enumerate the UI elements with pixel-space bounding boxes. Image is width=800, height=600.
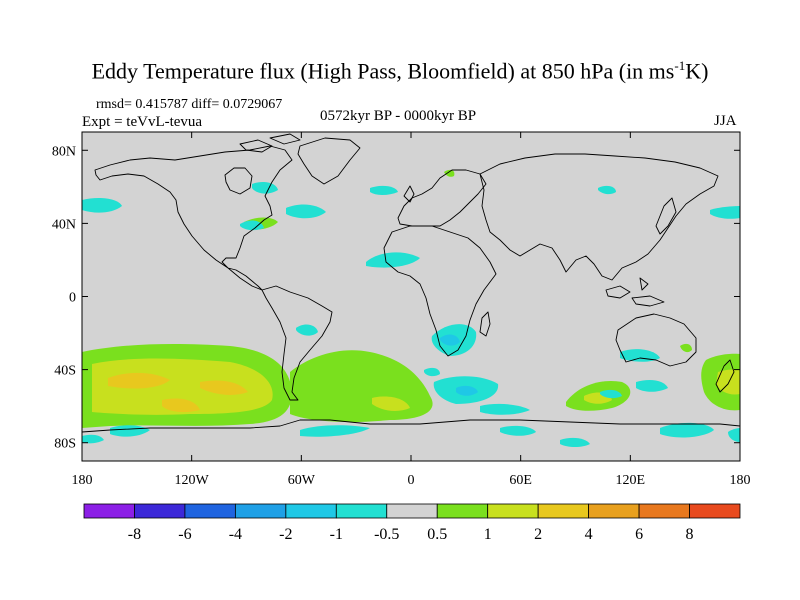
field-cyan-h	[728, 428, 740, 442]
field-orange-3	[162, 398, 200, 413]
colorbar-label: 0.5	[427, 526, 447, 543]
coast-greenland	[297, 137, 361, 185]
field-wa-cyan	[620, 349, 660, 362]
colorbar-swatch	[386, 503, 438, 519]
coast-se-asia-islands	[605, 277, 665, 307]
colorbar-swatch	[134, 503, 186, 519]
coast-arctic-isles	[239, 133, 301, 153]
field-south-pacific-yellow	[92, 358, 273, 415]
field-safrica-blue	[440, 334, 460, 346]
field-cyan-g	[660, 422, 714, 438]
coast-europe	[397, 169, 487, 227]
lon-label: 120E	[616, 473, 646, 488]
field-siberia-cyan	[598, 185, 616, 195]
lon-label: 120W	[175, 473, 210, 488]
lat-label: 40N	[52, 217, 76, 232]
field-sindian-blue	[456, 385, 478, 396]
field-iceland-cyan	[370, 185, 398, 195]
colorbar-label: -0.5	[374, 526, 399, 543]
colorbar-swatch	[285, 503, 337, 519]
field-orange-2	[200, 380, 248, 395]
colorbar: -8 -6 -4 -2 -1 -0.5 0.5 1 2 4 6 8	[83, 503, 741, 543]
colorbar-label: 6	[635, 526, 643, 543]
lat-axis: 80N 40N 0 40S 80S	[52, 144, 740, 452]
colorbar-label: -6	[178, 526, 191, 543]
stats-text: rmsd= 0.415787 diff= 0.0729067	[96, 97, 283, 112]
field-atlantic-yellow	[372, 396, 410, 411]
coastlines	[82, 133, 740, 461]
colorbar-swatch	[83, 503, 135, 519]
colorbar-label: -4	[229, 526, 242, 543]
colorbar-label: 8	[686, 526, 694, 543]
field-tasman-yellow	[716, 369, 740, 395]
field-cyan-i	[560, 437, 590, 447]
lat-label: 80S	[54, 437, 76, 452]
coast-new-zealand	[715, 359, 735, 393]
colorbar-swatch	[638, 503, 690, 519]
colorbar-label: -8	[128, 526, 141, 543]
coast-north-america	[94, 145, 293, 291]
colorbar-swatch	[689, 503, 741, 519]
field-cyan-b	[480, 403, 530, 415]
field-nat-cyan	[286, 204, 326, 219]
experiment-label: Expt = teVvL-tevua	[82, 114, 203, 130]
coast-antarctica	[82, 419, 740, 461]
field-npac-east-cyan	[710, 206, 740, 219]
colorbar-swatch	[234, 503, 287, 519]
field-tropatl-cyan	[366, 252, 420, 268]
coast-hudson-bay	[224, 167, 253, 195]
field-ind2-cyan	[600, 389, 622, 399]
map-title: Eddy Temperature flux (High Pass, Bloomf…	[91, 58, 709, 84]
colorbar-label: -2	[279, 526, 292, 543]
field-npac-cyan	[82, 198, 122, 213]
field-canada-cyan	[252, 182, 278, 194]
lon-label: 0	[408, 473, 415, 488]
lon-label: 60W	[288, 473, 316, 488]
lon-label: 60E	[509, 473, 532, 488]
field-us-east-cyan	[240, 220, 264, 231]
colorbar-swatch	[537, 503, 590, 519]
lat-label: 0	[69, 291, 76, 306]
lon-label: 180	[730, 473, 751, 488]
field-scand-green	[444, 169, 455, 177]
coast-madagascar	[479, 311, 491, 337]
coast-africa	[383, 225, 497, 357]
colorbar-swatch	[588, 503, 640, 519]
period-label: 0572kyr BP - 0000kyr BP	[320, 108, 477, 124]
colorbar-label: 4	[585, 526, 593, 543]
field-cyan-d	[82, 434, 104, 444]
colorbar-swatch	[436, 503, 489, 519]
field-cyan-a	[424, 367, 440, 377]
anomaly-fields	[82, 169, 740, 447]
colorbar-swatch	[184, 503, 236, 519]
field-ind-cyan	[636, 380, 668, 392]
colorbar-swatch	[335, 503, 388, 519]
colorbar-label: 2	[534, 526, 542, 543]
coast-uk	[403, 185, 415, 203]
lat-label: 40S	[54, 364, 76, 379]
lat-label: 80N	[52, 144, 76, 159]
field-aus-green	[680, 343, 692, 353]
coast-south-america	[261, 285, 333, 401]
field-orange-1	[108, 372, 170, 389]
field-cyan-f	[500, 425, 536, 436]
lon-axis: 180 120W 60W 0 60E 120E 180	[72, 132, 751, 488]
coast-asia	[479, 153, 719, 281]
lon-label: 180	[72, 473, 93, 488]
colorbar-label: -1	[330, 526, 343, 543]
colorbar-swatch	[487, 503, 539, 519]
season-label: JJA	[714, 113, 737, 129]
field-cyan-e	[300, 425, 370, 437]
field-chile-cyan	[296, 324, 318, 336]
coast-australia	[615, 313, 697, 367]
colorbar-label: 1	[484, 526, 492, 543]
coast-japan	[655, 197, 677, 235]
